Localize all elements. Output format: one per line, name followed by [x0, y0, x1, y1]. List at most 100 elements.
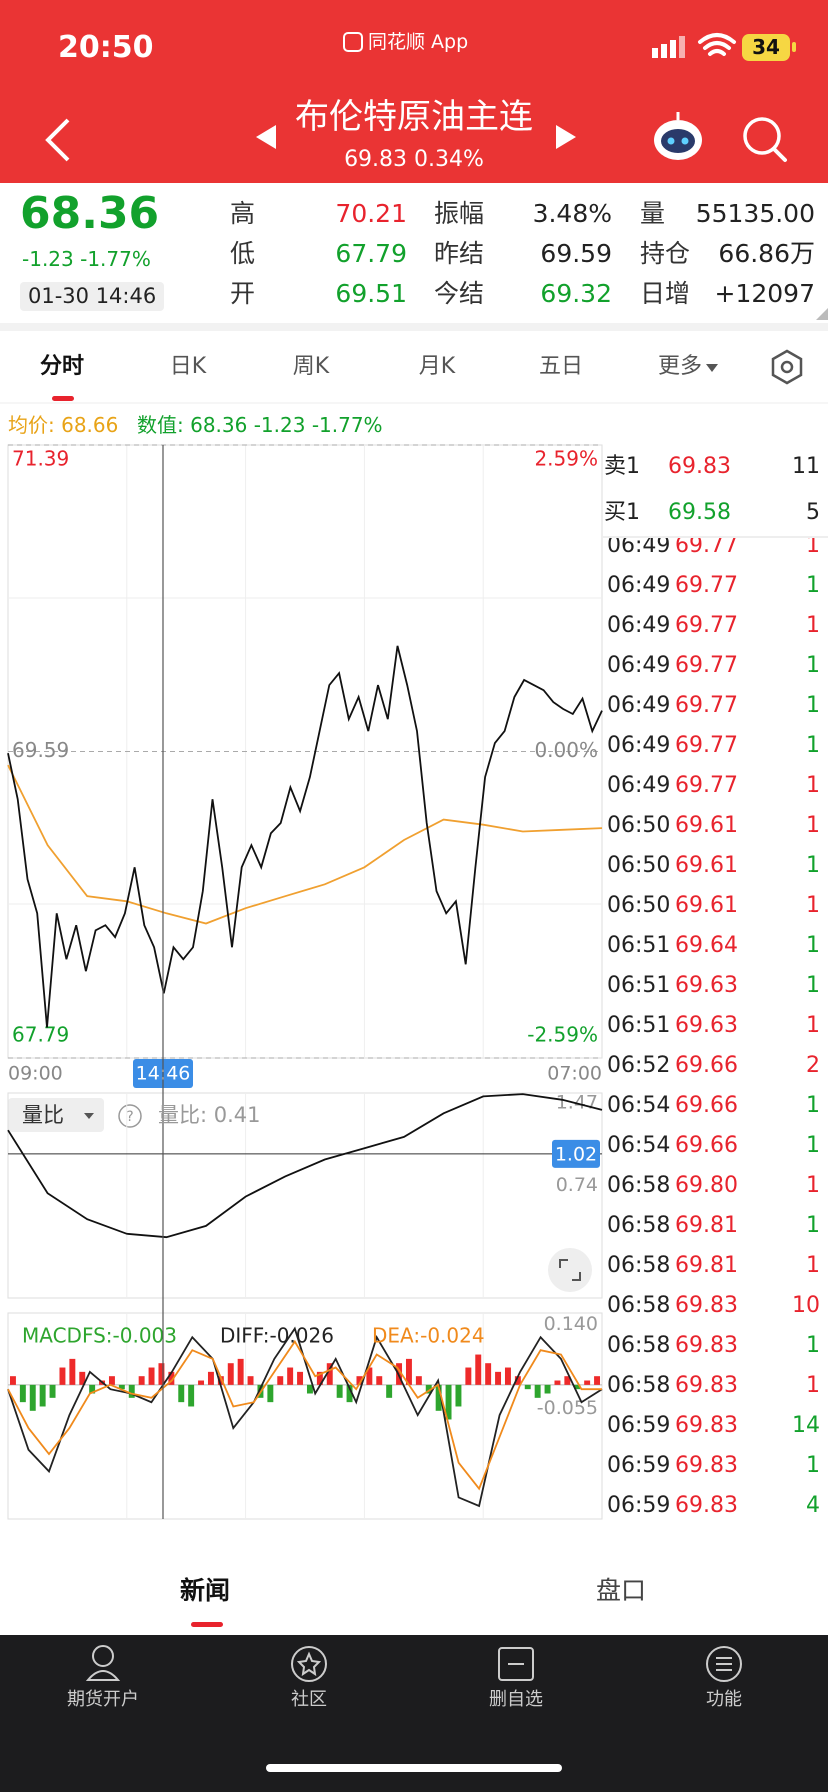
wifi-icon: [698, 33, 736, 56]
trade-time: 06:58: [607, 1212, 671, 1238]
book-volume: 11: [792, 453, 820, 479]
trade-price: 69.64: [675, 932, 738, 958]
macd-bar: [316, 1371, 323, 1385]
back-button[interactable]: [45, 118, 70, 162]
macd-bar: [445, 1384, 452, 1420]
bottom-tab[interactable]: 新闻: [179, 1576, 230, 1605]
news-underline: [191, 1622, 223, 1627]
macd-bar: [495, 1371, 502, 1385]
macd-bar: [534, 1384, 541, 1398]
signal-bar: [661, 44, 667, 58]
trade-volume: 1: [806, 1332, 820, 1358]
ratio-button[interactable]: [8, 1098, 104, 1132]
trade-price: 69.81: [675, 1212, 738, 1238]
avg-line: [7, 764, 603, 925]
status-app: 同花顺 App: [368, 31, 469, 53]
tab[interactable]: 分时: [39, 353, 84, 379]
macd-bar: [188, 1384, 195, 1407]
macd-bar: [356, 1376, 363, 1385]
field-label: 今结: [434, 279, 485, 308]
trade-price: 69.77: [675, 538, 738, 558]
macd-bar: [29, 1384, 36, 1411]
y2-tick-label: -2.59%: [527, 1023, 598, 1047]
macd-bar: [376, 1376, 383, 1385]
nav-item[interactable]: 功能: [706, 1689, 742, 1711]
trade-volume: 1: [806, 1092, 820, 1118]
tab[interactable]: 日K: [169, 353, 207, 379]
marker-label: 1.02: [555, 1143, 597, 1165]
battery: [742, 34, 790, 61]
nav-item[interactable]: 社区: [291, 1689, 327, 1711]
macd-bar: [415, 1376, 422, 1385]
trade-time: 06:58: [607, 1172, 671, 1198]
macd-bar: [544, 1384, 551, 1394]
tab[interactable]: 周K: [292, 353, 330, 379]
macd-bar: [39, 1384, 46, 1407]
legend-entry: DEA:-0.024: [372, 1324, 485, 1348]
macd-bar: [277, 1376, 284, 1385]
help-icon[interactable]: [118, 1104, 142, 1128]
trade-time: 06:58: [607, 1292, 671, 1318]
book-price: 69.58: [668, 499, 731, 525]
signal-bar: [679, 36, 685, 58]
y2-tick-label: 0.00%: [534, 738, 598, 762]
settings-icon-center: [780, 360, 794, 374]
trade-time: 06:54: [607, 1132, 671, 1158]
trade-time: 06:59: [607, 1412, 671, 1438]
trade-price: 69.61: [675, 892, 738, 918]
nav-item[interactable]: 期货开户: [67, 1689, 139, 1711]
macd-bar: [207, 1371, 214, 1385]
macd-bar: [227, 1363, 234, 1385]
macd-bar: [346, 1384, 353, 1403]
trade-time: 06:52: [607, 1052, 671, 1078]
tab[interactable]: 五日: [538, 353, 583, 379]
trade-time: 06:51: [607, 972, 671, 998]
bottom-tab[interactable]: 盘口: [595, 1576, 646, 1605]
next-arrow[interactable]: [556, 125, 576, 149]
trade-price: 69.61: [675, 812, 738, 838]
trade-time: 06:50: [607, 812, 671, 838]
trade-volume: 1: [806, 1172, 820, 1198]
trade-time: 06:51: [607, 1012, 671, 1038]
prev-arrow[interactable]: [256, 125, 276, 149]
macd-bar: [366, 1367, 373, 1385]
trade-price: 69.66: [675, 1092, 738, 1118]
trade-volume: 2: [806, 1052, 820, 1078]
macd-bar: [306, 1384, 313, 1394]
trade-price: 69.83: [675, 1412, 738, 1438]
field-value: 69.59: [540, 239, 612, 268]
macd-bar: [89, 1384, 96, 1394]
y-tick-label: 69.59: [12, 738, 69, 762]
nav-item[interactable]: 删自选: [489, 1689, 543, 1711]
trade-time: 06:59: [607, 1492, 671, 1518]
macd-bar: [69, 1358, 76, 1385]
price-change: -1.23 -1.77%: [22, 247, 151, 271]
macd-bar: [19, 1384, 26, 1403]
tab[interactable]: 更多: [657, 353, 702, 379]
trade-price: 69.81: [675, 1252, 738, 1278]
macd-bar: [514, 1376, 521, 1385]
trade-price: 69.61: [675, 852, 738, 878]
macd-bar: [524, 1384, 531, 1390]
field-value: +12097: [714, 279, 815, 308]
macd-bar: [297, 1371, 304, 1385]
header-title: 布伦特原油主连: [295, 97, 533, 137]
settings-icon[interactable]: [771, 349, 803, 385]
expand-button[interactable]: [548, 1248, 592, 1292]
robot-icon[interactable]: [654, 112, 702, 160]
macd-bar: [386, 1384, 393, 1398]
panel-frame: [7, 1312, 603, 1520]
trade-time: 06:51: [607, 932, 671, 958]
more-arrow[interactable]: [706, 364, 718, 372]
signal-bar: [652, 48, 658, 58]
macd-bar: [554, 1380, 561, 1385]
search-icon[interactable]: [743, 117, 787, 162]
tab[interactable]: 月K: [418, 353, 456, 379]
trade-volume: 1: [806, 652, 820, 678]
macd-line: [7, 1326, 603, 1508]
trade-time: 06:49: [607, 538, 671, 558]
ratio-title: 量比: [22, 1103, 64, 1128]
macd-bar: [425, 1384, 432, 1394]
x-label: 07:00: [547, 1063, 602, 1085]
